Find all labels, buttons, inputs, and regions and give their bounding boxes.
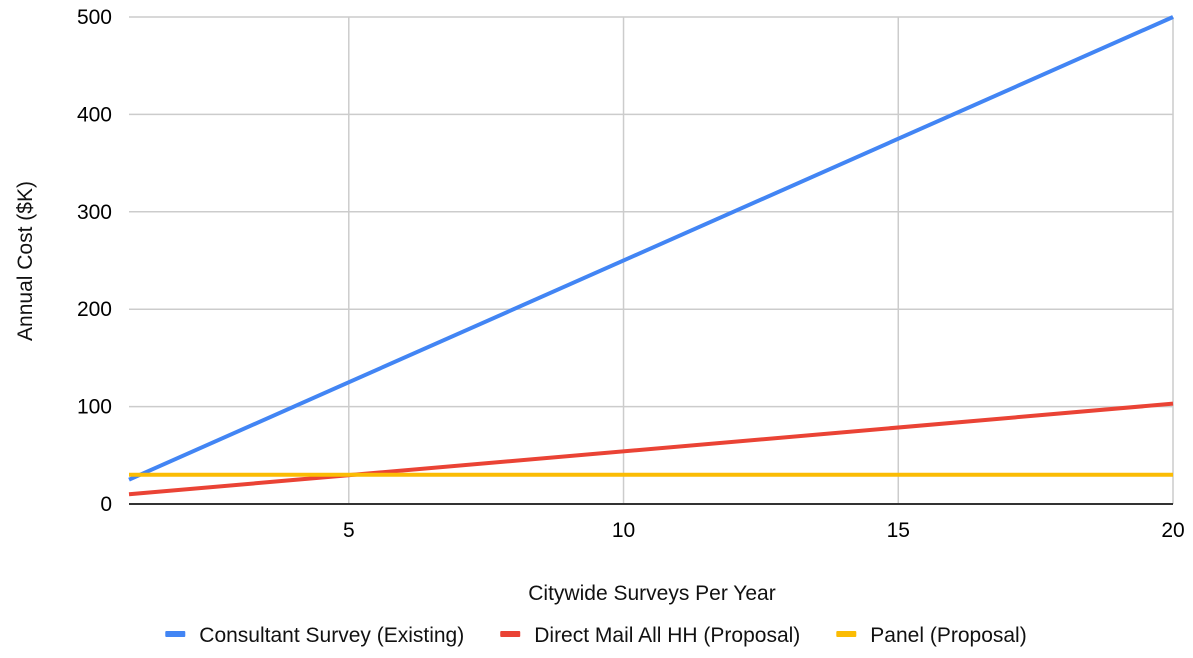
legend-item: Direct Mail All HH (Proposal) bbox=[500, 624, 800, 647]
series-line-2 bbox=[129, 404, 1173, 495]
legend-label: Direct Mail All HH (Proposal) bbox=[534, 624, 800, 647]
legend-item: Consultant Survey (Existing) bbox=[165, 624, 464, 647]
legend-label: Panel (Proposal) bbox=[870, 624, 1026, 647]
series-lines bbox=[129, 17, 1173, 494]
x-tick-label: 10 bbox=[612, 519, 635, 542]
legend-swatch bbox=[500, 631, 520, 637]
x-tick-label: 20 bbox=[1161, 519, 1184, 542]
y-tick-label: 400 bbox=[77, 103, 112, 126]
legend: Consultant Survey (Existing) Direct Mail … bbox=[165, 624, 1026, 647]
grid-lines bbox=[129, 17, 1173, 504]
y-tick-label: 100 bbox=[77, 396, 112, 419]
legend-label: Consultant Survey (Existing) bbox=[199, 624, 464, 647]
x-tick-label: 15 bbox=[887, 519, 910, 542]
y-tick-label: 200 bbox=[77, 298, 112, 321]
legend-swatch bbox=[165, 631, 185, 637]
x-axis-title: Citywide Surveys Per Year bbox=[528, 582, 775, 605]
series-line-1 bbox=[129, 17, 1173, 480]
y-tick-label: 300 bbox=[77, 201, 112, 224]
x-tick-label: 5 bbox=[343, 519, 355, 542]
y-axis-title: Annual Cost ($K) bbox=[14, 181, 37, 341]
y-tick-label: 0 bbox=[100, 493, 112, 516]
y-tick-label: 500 bbox=[77, 6, 112, 29]
legend-item: Panel (Proposal) bbox=[836, 624, 1026, 647]
legend-swatch bbox=[836, 631, 856, 637]
